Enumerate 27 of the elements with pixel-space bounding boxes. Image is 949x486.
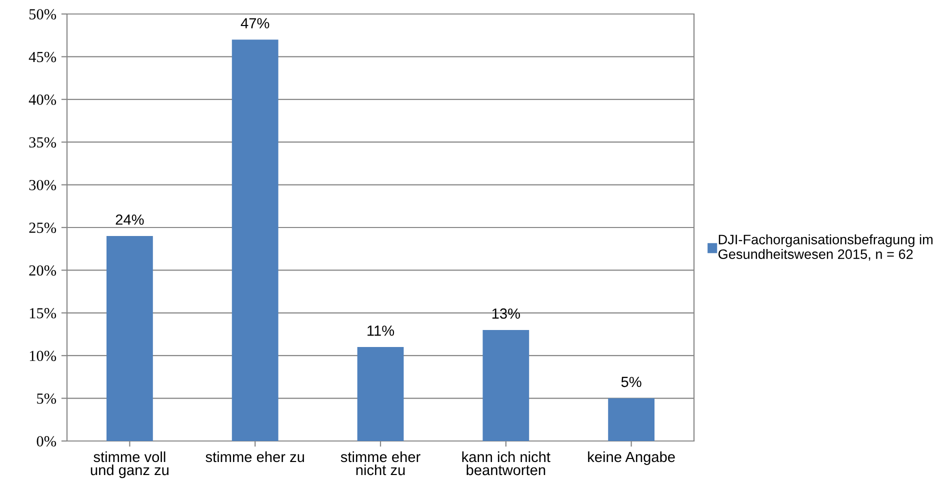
y-tick-label: 25% [29,222,56,233]
x-tick-label: stimme eher zu [206,451,304,462]
bar [608,398,654,441]
data-label: 47% [240,18,270,28]
x-tick-label: keine Angabe [588,451,675,466]
data-label: 5% [621,376,642,388]
y-tick-label: 5% [37,393,56,404]
x-tick-label: stimme eher nicht zu [340,451,420,476]
bar [357,347,404,441]
legend-label: DJI-Fachorganisationsbefragung im Gesundheitswesen 2015, n = 62 [718,234,932,261]
x-tick-label: stimme voll und ganz zu [90,451,168,478]
y-tick-label: 50% [29,9,56,20]
bar [482,330,530,441]
data-label: 11% [368,326,394,336]
x-tick-label: kann ich nicht beantworten [462,451,550,476]
y-tick-label: 0% [36,436,56,446]
data-label: 13% [492,308,520,319]
y-tick-label: 30% [29,180,56,190]
y-tick-label: 40% [28,94,56,105]
bar [106,236,153,441]
y-tick-label: 15% [30,308,56,318]
y-tick-label: 10% [30,350,56,362]
data-label: 24% [116,214,144,225]
y-tick-label: 45% [28,52,56,62]
bar [232,40,278,441]
y-tick-label: 20% [29,265,56,276]
y-tick-label: 35% [29,137,56,148]
